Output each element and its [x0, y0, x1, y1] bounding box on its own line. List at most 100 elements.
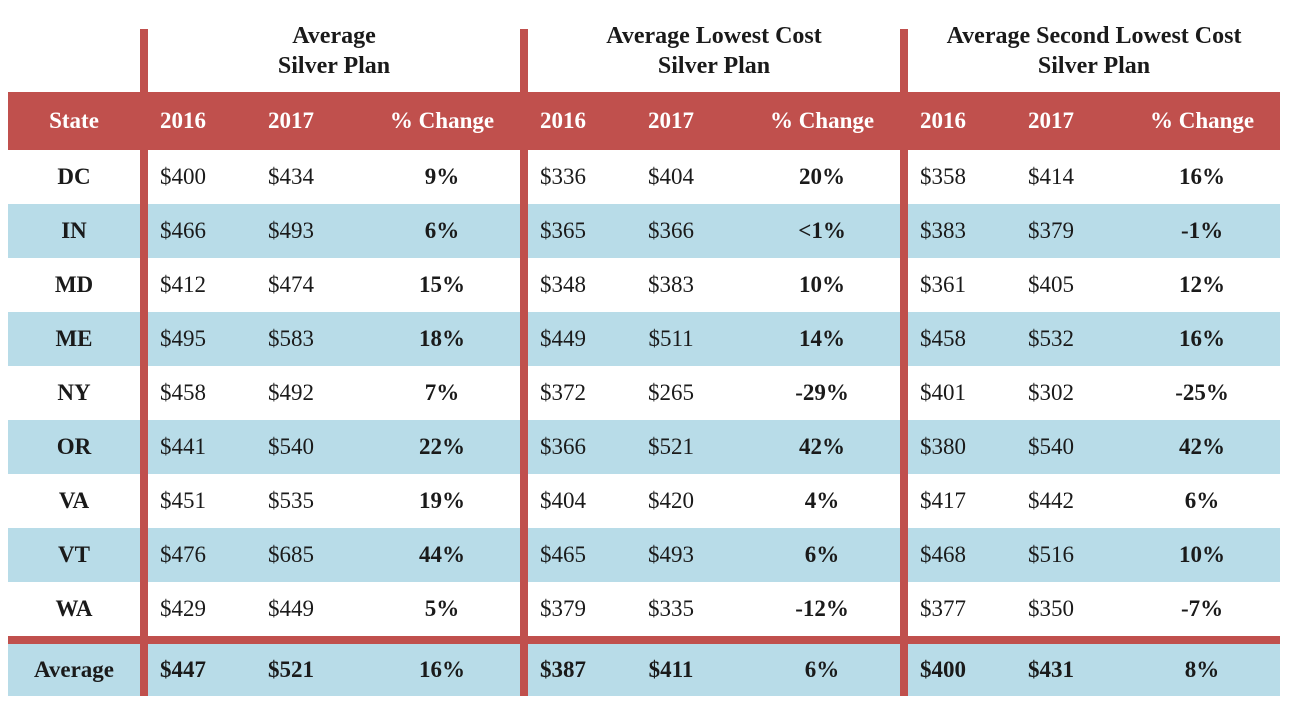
divider-bar	[520, 528, 529, 582]
divider-bar	[520, 644, 529, 696]
value-cell: $493	[268, 218, 314, 243]
state-cell: MD	[54, 272, 94, 297]
divider-bar	[140, 0, 148, 92]
value-cell: $521	[648, 434, 695, 459]
value-cell: $441	[160, 434, 206, 459]
value-cell: $348	[540, 272, 587, 297]
divider-bar	[140, 204, 148, 258]
value-cell: $434	[268, 164, 314, 189]
table-row-md: MD $412 $474 15% $348 $383 10% $361 $405…	[8, 258, 1281, 312]
value-cell: $583	[268, 326, 314, 351]
divider-bar	[520, 0, 529, 92]
col-header-pct-change: % Change	[364, 92, 521, 150]
table-row-average: Average $447 $521 16% $387 $411 6% $400 …	[8, 644, 1281, 696]
pct-change-cell: 6%	[804, 542, 840, 567]
table-row-or: OR $441 $540 22% $366 $521 42% $380 $540…	[8, 420, 1281, 474]
pct-change-cell: -12%	[795, 596, 849, 621]
table-row-me: ME $495 $583 18% $449 $511 14% $458 $532…	[8, 312, 1281, 366]
group-title-average-silver: Average Silver Plan	[148, 0, 521, 92]
col-header-2017: 2017	[978, 92, 1125, 150]
state-cell: WA	[55, 596, 93, 621]
value-cell: $465	[540, 542, 587, 567]
state-cell: VT	[58, 542, 90, 567]
pct-change-cell: -29%	[795, 380, 849, 405]
divider-bar	[900, 644, 909, 696]
pct-change-cell: -7%	[1180, 596, 1224, 621]
value-cell: $335	[648, 596, 695, 621]
group-title-average-second-lowest: Average Second Lowest Cost Silver Plan	[908, 0, 1281, 92]
col-header-pct-change: % Change	[744, 92, 901, 150]
value-cell: $400	[908, 644, 979, 696]
value-cell: $350	[1028, 596, 1075, 621]
average-label-cell: Average	[8, 644, 140, 696]
col-header-2016: 2016	[528, 92, 599, 150]
divider-bar	[900, 204, 909, 258]
value-cell: $442	[1028, 488, 1075, 513]
value-cell: $404	[648, 164, 695, 189]
value-cell: $336	[540, 164, 587, 189]
divider-bar	[140, 366, 148, 420]
value-cell: $366	[648, 218, 695, 243]
column-header-row: State 2016 2017 % Change 2016 2017 % Cha…	[8, 92, 1281, 150]
value-cell: $532	[1028, 326, 1075, 351]
divider-bar	[900, 420, 909, 474]
pct-change-cell: 16%	[364, 644, 521, 696]
pct-change-cell: 22%	[419, 434, 465, 459]
divider-bar	[140, 528, 148, 582]
state-cell: NY	[57, 380, 91, 405]
value-cell: $458	[920, 326, 967, 351]
table-row-dc: DC $400 $434 9% $336 $404 20% $358 $414 …	[8, 150, 1281, 204]
value-cell: $495	[160, 326, 206, 351]
value-cell: $492	[268, 380, 314, 405]
value-cell: $411	[598, 644, 745, 696]
pct-change-cell: 10%	[799, 272, 846, 297]
value-cell: $466	[160, 218, 206, 243]
pct-change-cell: 5%	[424, 596, 460, 621]
value-cell: $379	[540, 596, 587, 621]
value-cell: $400	[160, 164, 206, 189]
value-cell: $405	[1028, 272, 1075, 297]
pct-change-cell: 16%	[1179, 164, 1226, 189]
pct-change-cell: 6%	[1184, 488, 1220, 513]
state-cell: ME	[55, 326, 93, 351]
pct-change-cell: 42%	[1179, 434, 1226, 459]
value-cell: $493	[648, 542, 695, 567]
pct-change-cell: 9%	[424, 164, 460, 189]
group-title-row: Average Silver Plan Average Lowest Cost …	[8, 0, 1281, 92]
table-row-ny: NY $458 $492 7% $372 $265 -29% $401 $302…	[8, 366, 1281, 420]
value-cell: $404	[540, 488, 587, 513]
pct-change-cell: -25%	[1175, 380, 1229, 405]
pct-change-cell: <1%	[798, 218, 846, 243]
divider-bar	[900, 366, 909, 420]
pct-change-cell: 42%	[799, 434, 846, 459]
value-cell: $380	[920, 434, 967, 459]
value-cell: $429	[160, 596, 206, 621]
divider-bar	[140, 92, 148, 150]
value-cell: $361	[920, 272, 967, 297]
divider-bar	[140, 258, 148, 312]
divider-bar	[520, 420, 529, 474]
pct-change-cell: 20%	[799, 164, 846, 189]
pct-change-cell: 16%	[1179, 326, 1226, 351]
value-cell: $372	[540, 380, 587, 405]
value-cell: $540	[268, 434, 314, 459]
value-cell: $412	[160, 272, 206, 297]
divider-bar	[520, 150, 529, 204]
value-cell: $358	[920, 164, 967, 189]
pct-change-cell: -1%	[1180, 218, 1224, 243]
divider-bar	[520, 92, 529, 150]
pct-change-cell: 8%	[1124, 644, 1281, 696]
col-header-2016: 2016	[908, 92, 979, 150]
divider-bar	[520, 204, 529, 258]
divider-bar	[140, 474, 148, 528]
separator-fill	[8, 636, 1281, 644]
divider-bar	[900, 528, 909, 582]
value-cell: $451	[160, 488, 206, 513]
group-title-average-lowest: Average Lowest Cost Silver Plan	[528, 0, 901, 92]
value-cell: $420	[648, 488, 695, 513]
value-cell: $476	[160, 542, 206, 567]
pct-change-cell: 44%	[419, 542, 465, 567]
value-cell: $447	[148, 644, 218, 696]
divider-bar	[900, 92, 909, 150]
